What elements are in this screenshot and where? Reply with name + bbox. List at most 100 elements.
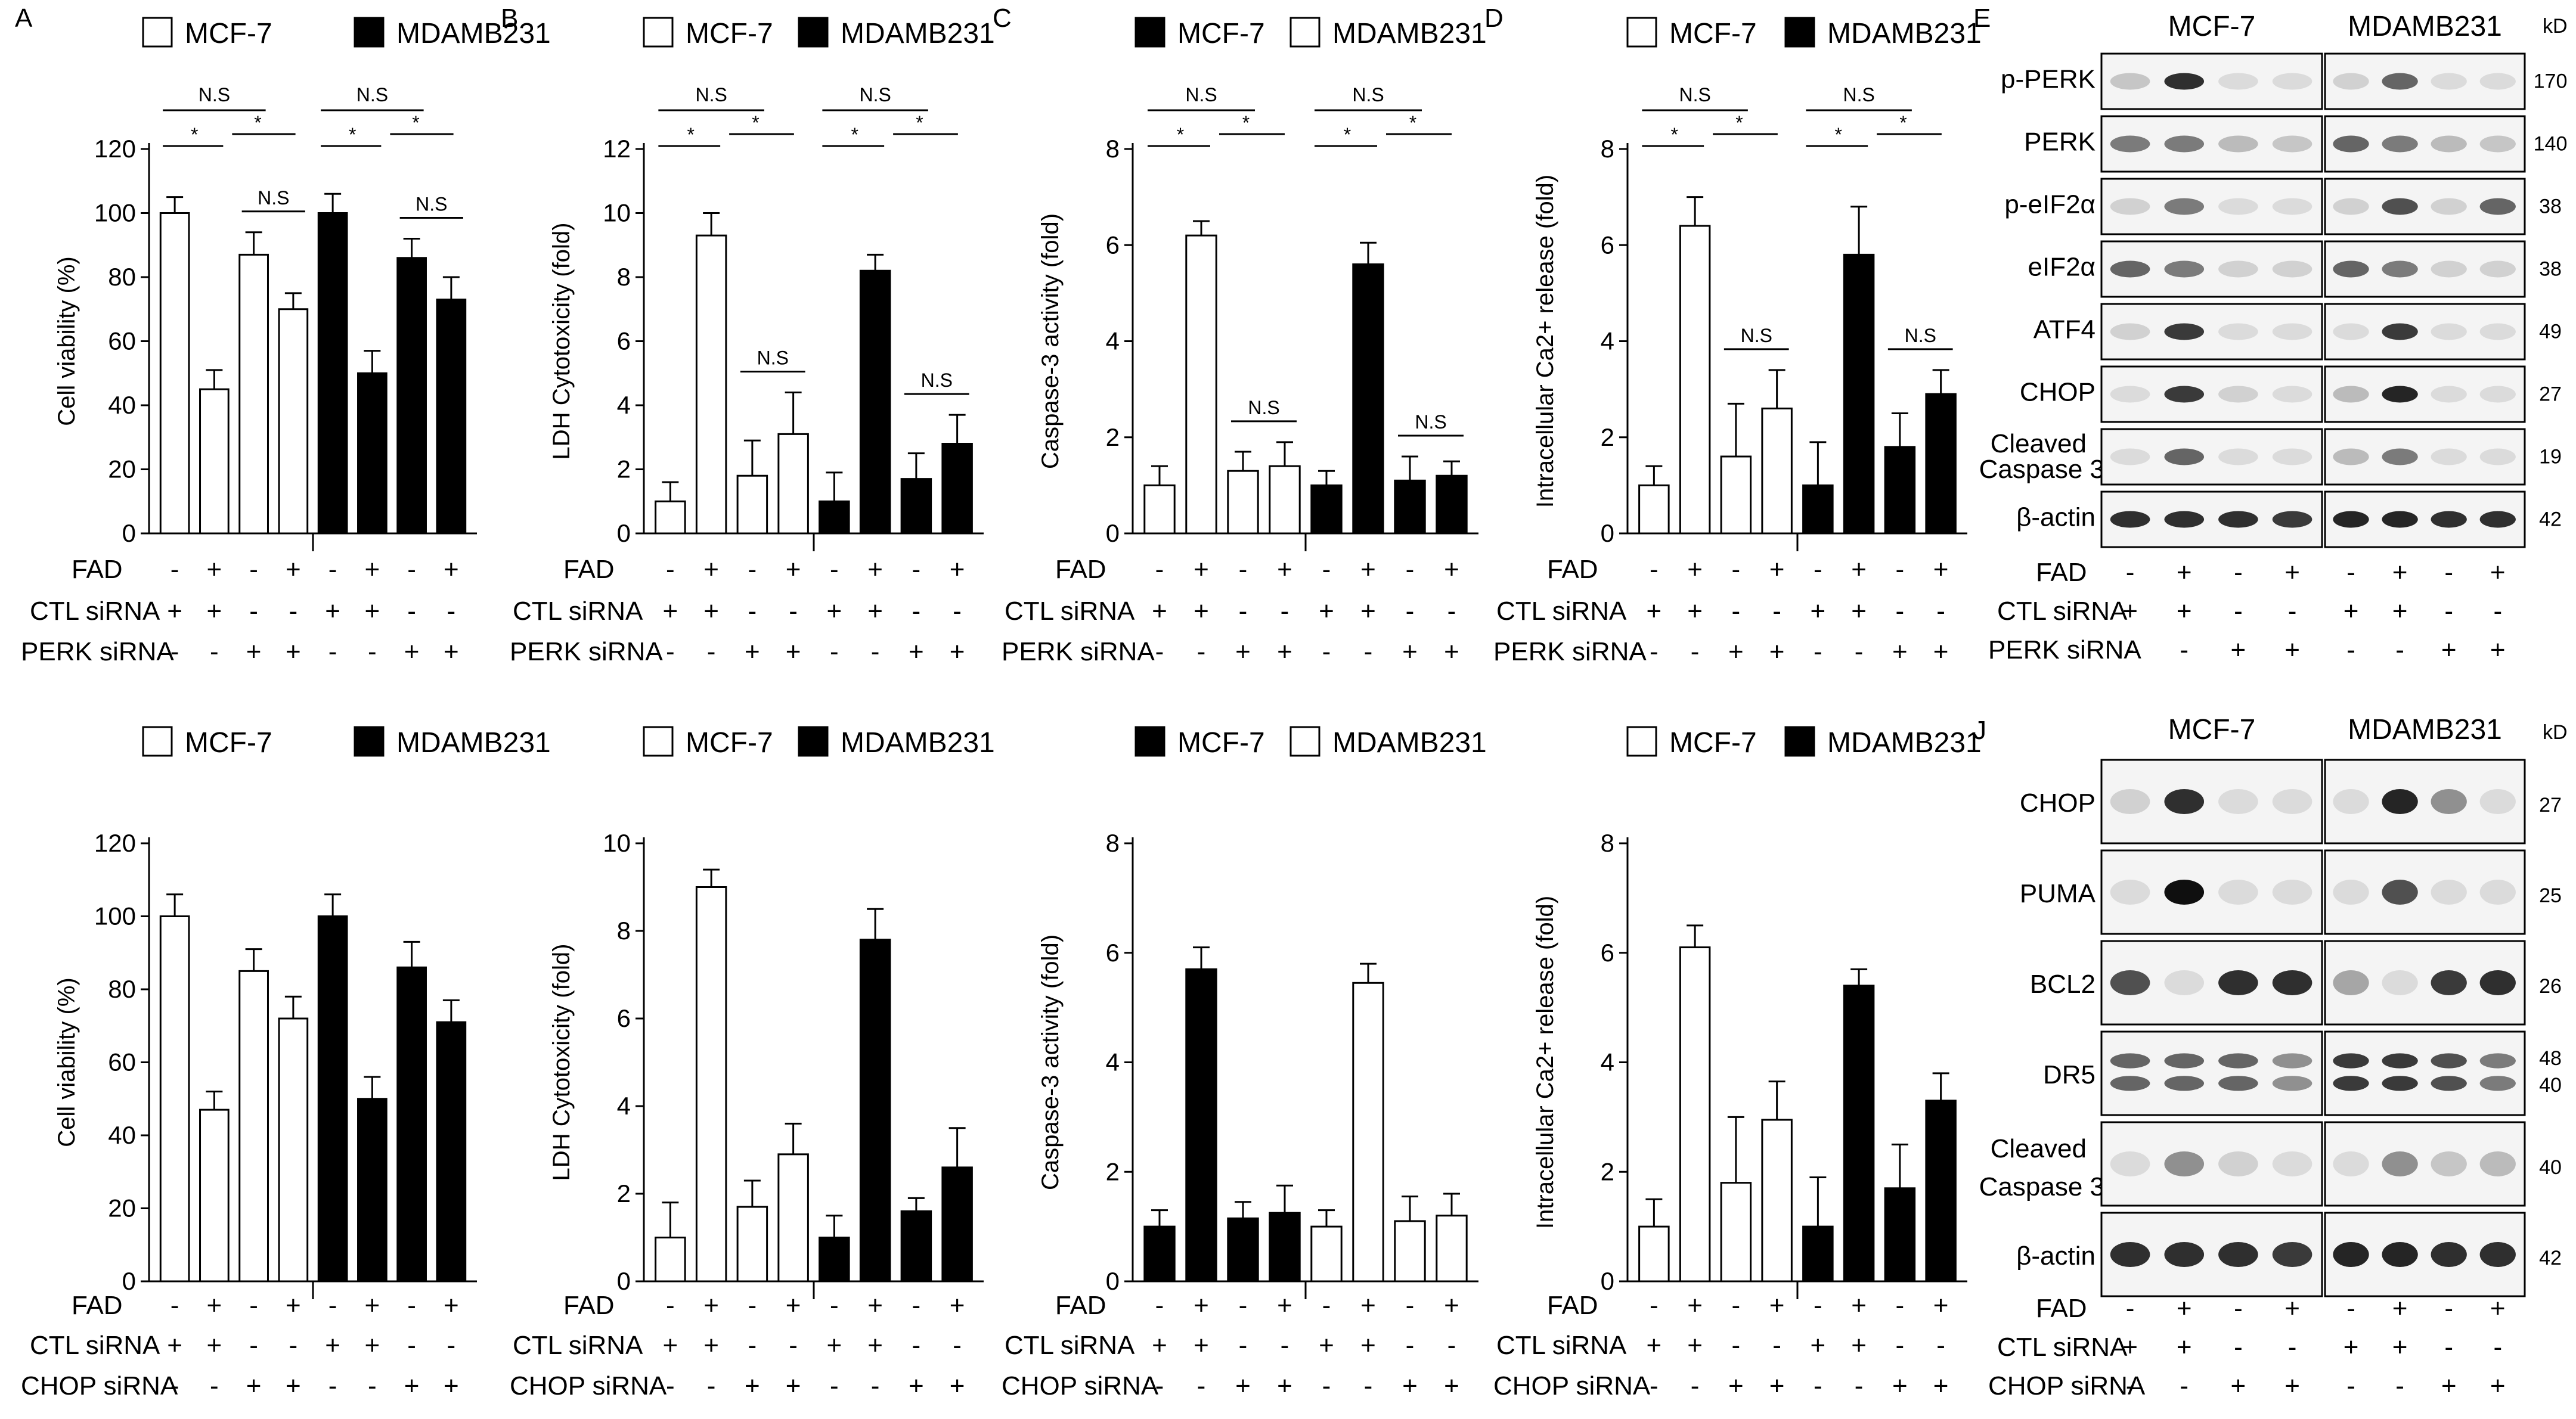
sig-ns-label: N.S [1185, 84, 1217, 105]
knockdown-sign: - [1322, 637, 1331, 666]
blot-band [2431, 386, 2467, 403]
ctl-sign: + [827, 1331, 842, 1360]
ctl-sign: - [289, 1331, 298, 1360]
fad-sign: + [1769, 555, 1785, 584]
kd-marker: 42 [2539, 508, 2562, 531]
bar [199, 388, 230, 535]
fad-sign: - [2126, 1294, 2135, 1323]
blot-band [2479, 1053, 2516, 1069]
ctl-sign: - [1936, 597, 1945, 626]
knockdown-sign: - [830, 637, 839, 666]
legend-label: MDAMB231 [1827, 18, 1982, 49]
blot-band [2110, 1151, 2150, 1176]
panel-letter: C [993, 4, 1012, 33]
blot-band [2333, 386, 2369, 403]
fad-sign: - [407, 555, 416, 584]
bar [736, 474, 768, 535]
fad-sign: + [703, 555, 719, 584]
blot-band [2272, 1076, 2312, 1091]
fad-sign: - [1322, 555, 1331, 584]
blot-band-label: Caspase 3 [1979, 455, 2104, 484]
y-axis-title: Intracellular Ca2+ release (fold) [1532, 896, 1558, 1229]
fad-sign: - [407, 1291, 416, 1320]
knockdown-sign: + [286, 637, 301, 666]
bar [1394, 479, 1426, 535]
blot-band-label: Cleaved [1991, 429, 2087, 458]
bar [1143, 1225, 1176, 1283]
fad-sign: + [1933, 1291, 1949, 1320]
ctl-sign: + [703, 597, 719, 626]
fad-sign: + [867, 555, 883, 584]
bar [941, 1166, 973, 1283]
ctl-sign: - [1447, 1331, 1456, 1360]
knockdown-sign: - [328, 1371, 337, 1401]
ctl-sign: + [325, 1331, 340, 1360]
blot-band [2382, 511, 2418, 528]
bar [278, 308, 309, 535]
bar [900, 478, 932, 535]
ctl-sign: - [1406, 1331, 1415, 1360]
blot-band [2218, 1076, 2258, 1091]
ctl-sign: + [1360, 597, 1376, 626]
knockdown-sign: - [1197, 637, 1206, 666]
sig-star-label: * [1242, 112, 1250, 133]
fad-sign: - [748, 1291, 757, 1320]
ctl-sign: + [365, 597, 380, 626]
knockdown-sign: + [1277, 637, 1292, 666]
knockdown-sign: - [171, 1371, 179, 1401]
knockdown-sign: + [745, 637, 760, 666]
blot-band [2110, 789, 2150, 814]
blot-band [2333, 323, 2369, 340]
blot-band-label: BCL2 [2030, 970, 2095, 999]
fad-sign: + [950, 1291, 965, 1320]
bar [1227, 1217, 1259, 1283]
fad-sign: - [1239, 1291, 1248, 1320]
knockdown-sign: + [2231, 635, 2246, 665]
fad-label: FAD [1547, 1291, 1598, 1320]
ctl-sign: - [249, 1331, 258, 1360]
blot-band [2382, 1242, 2418, 1267]
blot-band [2110, 386, 2150, 403]
y-tick-label: 2 [617, 455, 631, 483]
ctl-sign: + [663, 597, 678, 626]
fad-sign: - [912, 555, 921, 584]
blot-band [2431, 970, 2467, 995]
y-tick-label: 8 [1106, 135, 1120, 163]
knockdown-sign: - [2126, 635, 2135, 665]
ctl-sign: - [1281, 597, 1289, 626]
kd-header: kD [2543, 721, 2568, 744]
knockdown-sign: - [1364, 637, 1373, 666]
ctl-sign: + [365, 1331, 380, 1360]
blot-cell-label: MDAMB231 [2348, 11, 2502, 42]
blot-band [2431, 448, 2467, 465]
ctl-sign: - [2234, 1333, 2243, 1362]
y-tick-label: 40 [108, 1121, 136, 1149]
kd-marker: 170 [2534, 70, 2568, 93]
y-tick-label: 40 [108, 391, 136, 419]
knockdown-sign: - [1197, 1371, 1206, 1401]
y-tick-label: 6 [1601, 231, 1614, 259]
kd-marker: 40 [2539, 1074, 2562, 1097]
knockdown-sign: + [2441, 1371, 2457, 1401]
blot-band [2333, 789, 2369, 814]
blot-band [2479, 1076, 2516, 1091]
sig-ns-label: N.S [357, 84, 388, 105]
ctl-sign: + [703, 1331, 719, 1360]
bar [859, 269, 891, 535]
blot-box [2324, 1030, 2526, 1116]
fad-sign: + [786, 555, 801, 584]
y-axis-title: Cell viability (%) [54, 977, 80, 1147]
fad-sign: + [1444, 555, 1459, 584]
legend-label: MCF-7 [1177, 18, 1265, 49]
bar [436, 1021, 467, 1283]
knockdown-sign: + [1444, 1371, 1459, 1401]
fad-sign: - [1650, 1291, 1659, 1320]
bar [1925, 393, 1957, 535]
blot-band [2333, 1076, 2369, 1091]
fad-sign: - [1239, 555, 1248, 584]
knockdown-sign: + [1728, 637, 1744, 666]
ctl-sign: - [249, 597, 258, 626]
blot-band [2164, 1151, 2205, 1176]
kd-marker: 38 [2539, 258, 2562, 281]
y-tick-label: 2 [1601, 423, 1614, 451]
